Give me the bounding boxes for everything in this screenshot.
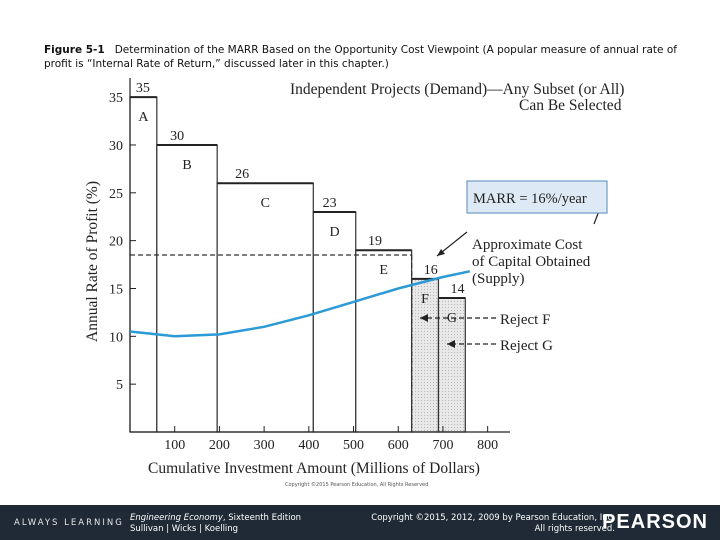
project-label-e: E [379, 263, 388, 278]
supply-arrowhead [437, 249, 445, 256]
x-tick-label-100: 100 [164, 438, 185, 453]
figure-caption-text: Determination of the MARR Based on the O… [44, 44, 677, 70]
copyright-notice: Copyright ©2015, 2012, 2009 by Pearson E… [371, 513, 615, 535]
y-axis-label: Annual Rate of Profit (%) [84, 181, 101, 342]
x-tick-label-700: 700 [432, 438, 453, 453]
figure-caption: Figure 5-1 Determination of the MARR Bas… [44, 43, 684, 71]
value-label-a: 35 [136, 81, 150, 96]
x-tick-label-800: 800 [477, 438, 498, 453]
chart-copyright: Copyright ©2015 Pearson Education, All R… [285, 481, 428, 488]
always-learning-brand: ALWAYS LEARNING [14, 518, 124, 528]
reject-g-label: Reject G [500, 338, 553, 354]
copyright-line1: Copyright ©2015, 2012, 2009 by Pearson E… [371, 513, 615, 523]
y-tick-label-10: 10 [109, 330, 123, 345]
x-tick-label-600: 600 [388, 438, 409, 453]
bar-a [129, 96, 158, 433]
x-tick-label-200: 200 [209, 438, 230, 453]
copyright-line2: All rights reserved. [534, 524, 615, 534]
project-label-c: C [261, 196, 270, 211]
x-tick-label-300: 300 [254, 438, 275, 453]
supply-curve [129, 270, 471, 338]
book-info: Engineering Economy, Sixteenth Edition S… [130, 513, 301, 535]
project-label-d: D [329, 225, 339, 240]
value-label-b: 30 [170, 129, 184, 144]
project-label-b: B [182, 158, 191, 173]
reject-f-label: Reject F [500, 312, 550, 328]
chart-title-line1: Independent Projects (Demand)—Any Subset… [290, 81, 624, 98]
reject-g-arrowhead [447, 340, 455, 348]
y-tick-label-35: 35 [109, 91, 123, 106]
value-label-e: 19 [368, 234, 382, 249]
x-axis-label: Cumulative Investment Amount (Millions o… [148, 460, 480, 477]
bar-c [216, 182, 314, 433]
project-label-f: F [421, 292, 429, 307]
bar-d [312, 211, 357, 433]
chart: 5 10 15 20 25 30 35 100 200 300 400 500 600 700 800 35 A… [84, 78, 624, 488]
value-label-g: 14 [451, 282, 465, 297]
book-edition: , Sixteenth Edition [222, 513, 302, 523]
supply-label-line2: of Capital Obtained [472, 254, 591, 270]
book-authors: Sullivan | Wicks | Koelling [130, 524, 239, 534]
plot-area: 5 10 15 20 25 30 35 100 200 300 400 500 600 700 800 35 A… [109, 78, 600, 453]
book-title: Engineering Economy [130, 513, 223, 523]
value-label-d: 23 [323, 196, 337, 211]
value-label-f: 16 [424, 263, 438, 278]
supply-label-line1: Approximate Cost [472, 237, 583, 253]
y-tick-label-20: 20 [109, 235, 123, 250]
y-tick-label-25: 25 [109, 187, 123, 202]
x-tick-label-500: 500 [343, 438, 364, 453]
reject-f-arrowhead [420, 314, 428, 322]
marr-box [466, 180, 608, 214]
value-label-c: 26 [235, 167, 249, 182]
y-tick-label-5: 5 [116, 378, 123, 393]
project-label-a: A [138, 110, 149, 125]
supply-label-line3: (Supply) [472, 271, 525, 287]
footer-bar: ALWAYS LEARNING Engineering Economy, Six… [0, 505, 720, 540]
pearson-logo: PEARSON [602, 511, 708, 533]
y-tick-label-30: 30 [109, 139, 123, 154]
bar-b [156, 144, 218, 433]
marr-label: MARR = 16%/year [473, 191, 587, 207]
x-tick-label-400: 400 [298, 438, 319, 453]
chart-title-line2: Can Be Selected [519, 97, 622, 114]
figure-label: Figure 5-1 [44, 44, 105, 56]
y-tick-label-15: 15 [109, 282, 123, 297]
